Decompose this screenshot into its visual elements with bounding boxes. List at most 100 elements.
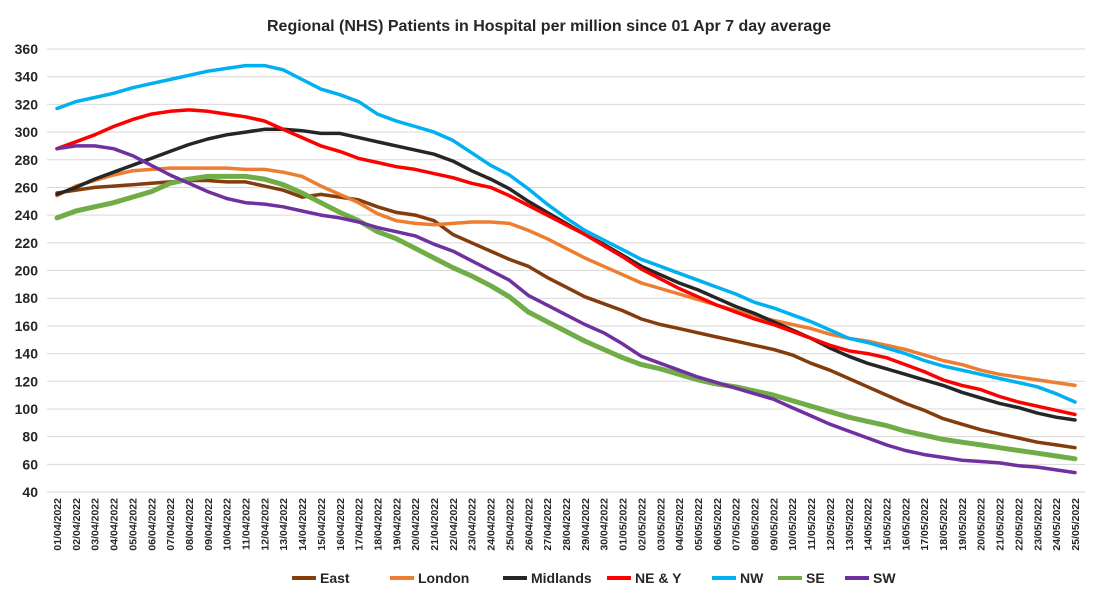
- x-tick-label: 24/05/2022: [1051, 498, 1063, 551]
- x-tick-label: 14/05/2022: [863, 498, 875, 551]
- series-line-east: [55, 178, 1077, 450]
- y-tick-label: 340: [15, 69, 39, 85]
- x-tick-label: 16/05/2022: [900, 498, 912, 551]
- x-tick-label: 01/05/2022: [618, 498, 630, 551]
- x-tick-label: 12/04/2022: [259, 498, 271, 551]
- x-tick-label: 18/05/2022: [938, 498, 950, 551]
- x-tick-label: 11/05/2022: [806, 498, 818, 550]
- x-tick-label: 30/04/2022: [599, 498, 611, 551]
- x-tick-label: 18/04/2022: [372, 498, 384, 551]
- y-tick-label: 200: [15, 263, 39, 279]
- x-tick-label: 23/05/2022: [1032, 498, 1044, 551]
- x-tick-label: 09/04/2022: [203, 498, 215, 551]
- legend-label: SW: [873, 570, 896, 586]
- x-tick-label: 11/04/2022: [241, 498, 253, 550]
- x-tick-label: 08/05/2022: [750, 498, 762, 551]
- x-tick-label: 13/05/2022: [844, 498, 856, 551]
- legend-item: NW: [712, 570, 764, 586]
- legend-item: London: [390, 570, 469, 586]
- x-tick-label: 05/04/2022: [127, 498, 139, 551]
- series-line-nw: [55, 63, 1077, 404]
- y-tick-label: 40: [22, 484, 38, 500]
- y-tick-label: 180: [15, 290, 39, 306]
- x-tick-label: 04/04/2022: [109, 498, 121, 551]
- x-tick-label: 28/04/2022: [561, 498, 573, 551]
- series-line-sw: [55, 144, 1077, 475]
- y-tick-label: 240: [15, 207, 39, 223]
- x-tick-label: 24/04/2022: [486, 498, 498, 551]
- x-tick-label: 12/05/2022: [825, 498, 837, 551]
- x-tick-label: 21/05/2022: [995, 498, 1007, 551]
- legend-label: London: [418, 570, 469, 586]
- x-tick-label: 19/05/2022: [957, 498, 969, 551]
- x-tick-label: 06/04/2022: [146, 498, 158, 551]
- x-tick-label: 25/04/2022: [504, 498, 516, 551]
- x-tick-label: 08/04/2022: [184, 498, 196, 551]
- chart-title: Regional (NHS) Patients in Hospital per …: [267, 18, 831, 35]
- series-line-se: [54, 173, 1078, 462]
- legend-item: SW: [845, 570, 896, 586]
- y-tick-label: 60: [22, 456, 38, 472]
- y-tick-label: 220: [15, 235, 39, 251]
- x-tick-label: 19/04/2022: [391, 498, 403, 551]
- legend-item: Midlands: [503, 570, 592, 586]
- legend-label: Midlands: [531, 570, 592, 586]
- x-tick-label: 17/04/2022: [354, 498, 366, 551]
- y-axis-tick-labels: 40 60 80 100 120 140 160 180 200 220 240 260 280 300 3…: [15, 41, 39, 500]
- x-tick-label: 22/05/2022: [1013, 498, 1025, 551]
- series-line-london: [55, 166, 1077, 388]
- x-tick-label: 13/04/2022: [278, 498, 290, 551]
- x-tick-label: 02/04/2022: [71, 498, 83, 551]
- legend-label: NW: [740, 570, 764, 586]
- x-tick-label: 22/04/2022: [448, 498, 460, 551]
- x-tick-label: 27/04/2022: [542, 498, 554, 551]
- series-line-midlands: [55, 127, 1077, 422]
- x-axis-tick-labels: 01/04/2022 02/04/2022 03/04/2022 04/04/2022…: [52, 498, 1082, 551]
- legend-item: NE & Y: [607, 570, 682, 586]
- series-line-ne-y: [55, 108, 1077, 417]
- series-lines: [54, 63, 1078, 475]
- y-tick-label: 320: [15, 96, 39, 112]
- x-tick-label: 29/04/2022: [580, 498, 592, 551]
- x-tick-label: 07/05/2022: [731, 498, 743, 551]
- x-tick-label: 20/05/2022: [976, 498, 988, 551]
- x-tick-label: 25/05/2022: [1070, 498, 1082, 551]
- x-tick-label: 26/04/2022: [523, 498, 535, 551]
- gridlines: [47, 48, 1085, 493]
- x-tick-label: 03/04/2022: [90, 498, 102, 551]
- x-tick-label: 10/04/2022: [222, 498, 234, 551]
- x-tick-label: 05/05/2022: [693, 498, 705, 551]
- x-tick-label: 23/04/2022: [467, 498, 479, 551]
- x-tick-label: 21/04/2022: [429, 498, 441, 551]
- y-tick-label: 300: [15, 124, 39, 140]
- legend-item: SE: [778, 570, 825, 586]
- x-tick-label: 04/05/2022: [674, 498, 686, 551]
- legend-label: SE: [806, 570, 825, 586]
- y-tick-label: 120: [15, 373, 39, 389]
- x-tick-label: 09/05/2022: [768, 498, 780, 551]
- y-tick-label: 80: [22, 429, 38, 445]
- x-tick-label: 06/05/2022: [712, 498, 724, 551]
- x-tick-label: 15/04/2022: [316, 498, 328, 551]
- y-tick-label: 160: [15, 318, 39, 334]
- x-tick-label: 10/05/2022: [787, 498, 799, 551]
- x-tick-label: 01/04/2022: [52, 498, 64, 551]
- y-tick-label: 140: [15, 346, 39, 362]
- legend-item: East: [292, 570, 350, 586]
- x-tick-label: 07/04/2022: [165, 498, 177, 551]
- x-tick-label: 14/04/2022: [297, 498, 309, 551]
- y-tick-label: 360: [15, 41, 39, 57]
- x-tick-label: 17/05/2022: [919, 498, 931, 551]
- legend-label: East: [320, 570, 350, 586]
- x-tick-label: 20/04/2022: [410, 498, 422, 551]
- legend: East London Midlands NE & Y NW SE SW: [292, 570, 896, 586]
- y-tick-label: 100: [15, 401, 39, 417]
- x-tick-label: 02/05/2022: [636, 498, 648, 551]
- x-tick-label: 03/05/2022: [655, 498, 667, 551]
- y-tick-label: 280: [15, 152, 39, 168]
- legend-label: NE & Y: [635, 570, 682, 586]
- y-tick-label: 260: [15, 179, 39, 195]
- x-tick-label: 16/04/2022: [335, 498, 347, 551]
- x-tick-label: 15/05/2022: [881, 498, 893, 551]
